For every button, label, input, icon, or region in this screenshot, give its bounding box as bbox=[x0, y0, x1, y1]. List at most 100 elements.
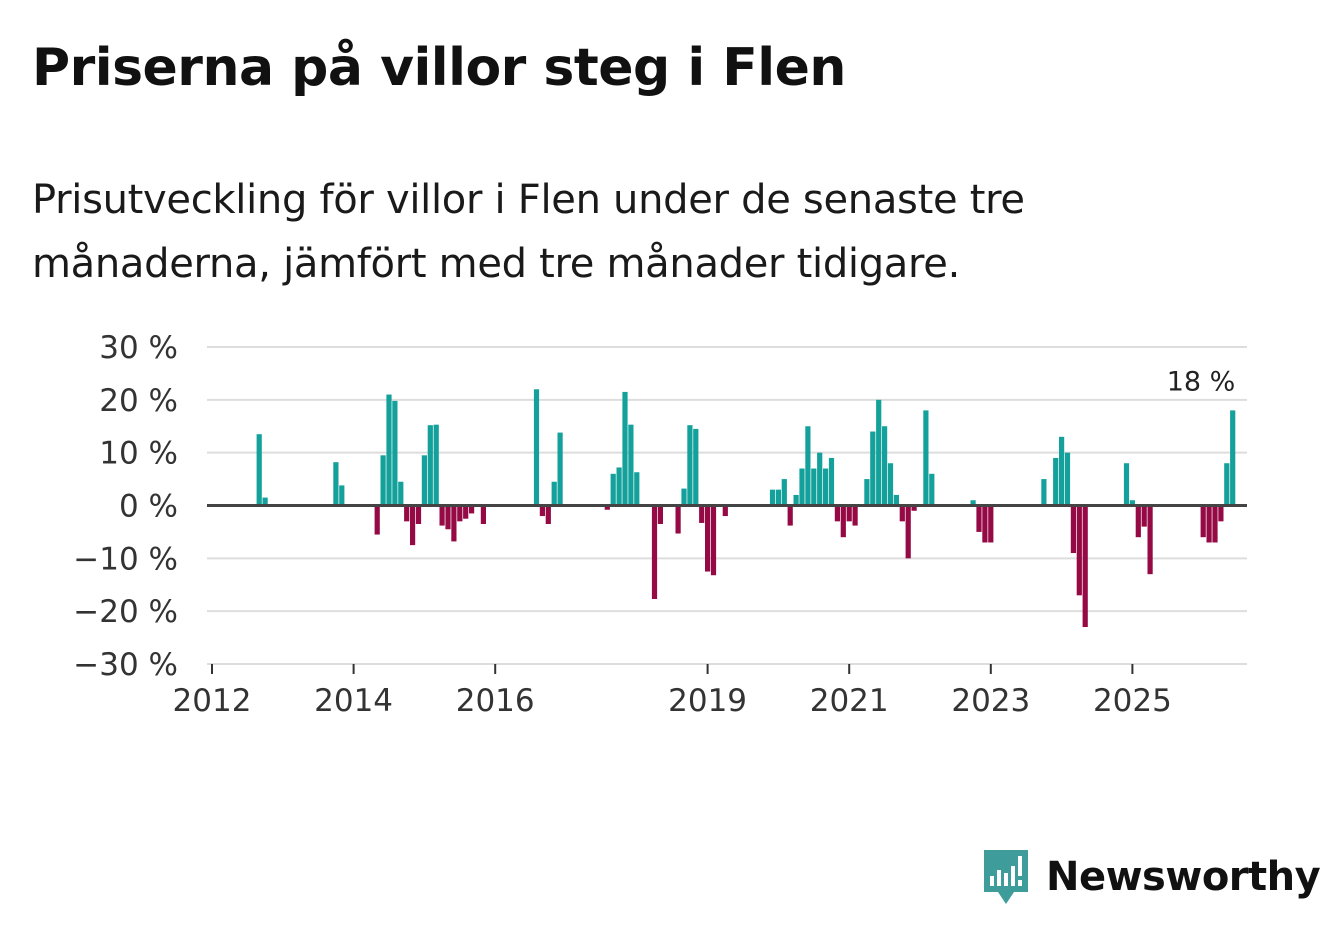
bar bbox=[811, 468, 817, 506]
bar bbox=[256, 434, 262, 506]
y-tick-label: 0 % bbox=[119, 489, 178, 525]
chart-subtitle: Prisutveckling för villor i Flen under d… bbox=[32, 177, 1025, 287]
y-tick-label: 20 % bbox=[99, 383, 178, 419]
bar bbox=[1212, 505, 1218, 543]
bar bbox=[657, 505, 663, 524]
last-value-label: 18 % bbox=[1167, 366, 1236, 397]
bar bbox=[982, 505, 988, 543]
x-tick-label: 2025 bbox=[1093, 683, 1172, 719]
bar bbox=[1064, 452, 1071, 506]
bar bbox=[1206, 505, 1212, 543]
bar bbox=[445, 505, 451, 530]
bar bbox=[828, 457, 835, 506]
bar bbox=[840, 505, 846, 538]
bar bbox=[415, 505, 422, 524]
bar bbox=[427, 425, 433, 506]
bar bbox=[1123, 463, 1130, 506]
bar bbox=[604, 505, 610, 510]
bar bbox=[687, 425, 693, 506]
bar bbox=[681, 488, 687, 506]
bar bbox=[1082, 505, 1088, 628]
bar bbox=[887, 463, 894, 506]
bar bbox=[1224, 463, 1230, 506]
newsworthy-logo: Newsworthy bbox=[980, 846, 1321, 908]
bar bbox=[893, 494, 899, 506]
bar bbox=[1041, 479, 1047, 506]
bar bbox=[651, 505, 658, 600]
bar bbox=[1076, 505, 1082, 596]
bar bbox=[339, 485, 345, 506]
bar bbox=[775, 489, 781, 506]
bar bbox=[1053, 457, 1059, 506]
bar bbox=[410, 505, 416, 546]
bar bbox=[457, 505, 463, 522]
y-tick-label: 10 % bbox=[99, 436, 178, 472]
bar bbox=[675, 505, 681, 534]
bar bbox=[433, 424, 439, 506]
bar bbox=[899, 505, 905, 522]
bar bbox=[823, 468, 829, 506]
bar bbox=[870, 431, 876, 506]
x-tick-label: 2012 bbox=[173, 683, 252, 719]
bar bbox=[787, 505, 793, 526]
newsworthy-logo-text: Newsworthy bbox=[1046, 854, 1321, 900]
x-tick-label: 2021 bbox=[810, 683, 889, 719]
bar bbox=[539, 505, 545, 517]
bar bbox=[923, 410, 929, 506]
x-tick-label: 2016 bbox=[456, 683, 535, 719]
bar bbox=[876, 399, 882, 506]
y-tick-label: 30 % bbox=[99, 330, 178, 366]
y-axis-ticks: 30 % 20 % 10 % 0 % −10 % −20 % −30 % bbox=[73, 330, 178, 683]
x-tick-label: 2023 bbox=[951, 683, 1030, 719]
bar bbox=[551, 481, 557, 506]
bar bbox=[929, 473, 935, 506]
bar bbox=[911, 505, 917, 511]
bar bbox=[616, 467, 622, 506]
bar bbox=[1141, 505, 1147, 527]
bar bbox=[864, 479, 870, 506]
bar bbox=[634, 472, 640, 506]
bar bbox=[610, 473, 616, 506]
chart-title: Priserna på villor steg i Flen bbox=[32, 38, 846, 98]
bar bbox=[781, 479, 787, 506]
bar bbox=[386, 394, 392, 506]
bar bbox=[392, 400, 398, 506]
bar bbox=[439, 505, 445, 526]
bar bbox=[628, 424, 634, 506]
bar bbox=[834, 505, 840, 522]
bar bbox=[463, 505, 469, 519]
x-tick-label: 2019 bbox=[668, 683, 747, 719]
x-axis-ticks: 2012 2014 2016 2019 2021 2023 2025 bbox=[173, 663, 1247, 719]
bar bbox=[1135, 505, 1141, 538]
bar bbox=[976, 505, 982, 532]
bar bbox=[988, 505, 994, 543]
bars bbox=[256, 389, 1236, 628]
bar bbox=[1218, 505, 1224, 522]
bar bbox=[905, 505, 911, 559]
bar bbox=[1200, 505, 1206, 538]
bar bbox=[852, 505, 858, 526]
x-tick-label: 2014 bbox=[314, 683, 393, 719]
bar bbox=[469, 505, 475, 514]
bar bbox=[805, 426, 811, 506]
bar bbox=[699, 505, 705, 523]
bar bbox=[380, 455, 386, 506]
bar bbox=[533, 389, 540, 506]
bar bbox=[480, 505, 486, 524]
bar bbox=[693, 428, 699, 506]
bar bbox=[1129, 500, 1135, 506]
bar bbox=[799, 468, 805, 506]
bar bbox=[882, 426, 888, 506]
bar bbox=[793, 494, 799, 506]
y-tick-label: −20 % bbox=[73, 594, 178, 630]
bar bbox=[333, 462, 339, 506]
bar bbox=[545, 505, 551, 524]
bar bbox=[622, 391, 628, 506]
bar bbox=[1230, 410, 1236, 506]
bar bbox=[421, 455, 427, 506]
bar bbox=[262, 497, 268, 506]
newsworthy-logo-icon bbox=[984, 850, 1028, 904]
bar bbox=[398, 481, 404, 506]
y-tick-label: −30 % bbox=[73, 647, 178, 683]
bar-chart: 30 %20 %10 %0 %−10 %−20 %−30 % 2012 2014 2… bbox=[73, 330, 1247, 719]
